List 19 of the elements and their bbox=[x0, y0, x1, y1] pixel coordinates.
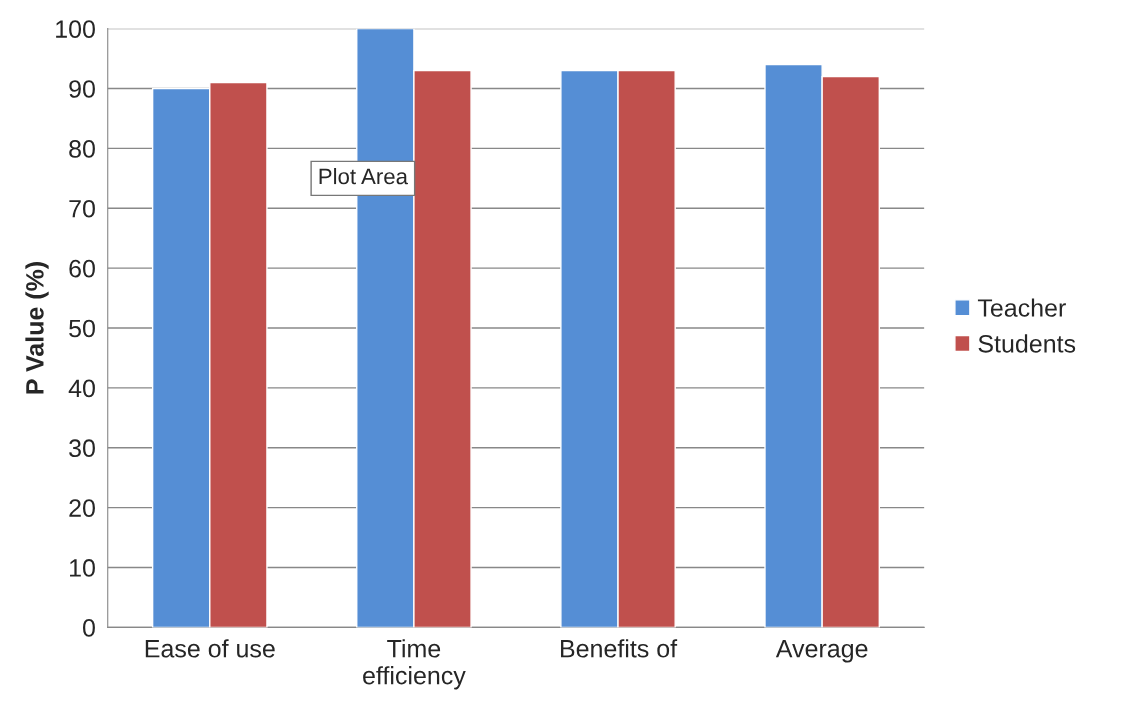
y-tick-label: 90 bbox=[69, 80, 95, 98]
x-tick-label: Ease of use bbox=[145, 639, 275, 658]
y-tick-label: 20 bbox=[69, 499, 95, 517]
legend-label: Students bbox=[978, 334, 1076, 353]
y-axis-title: P Value (%) bbox=[25, 262, 49, 394]
x-tick-label: Time efficiency bbox=[363, 639, 466, 690]
x-tick-label: Average bbox=[775, 640, 868, 663]
y-tick-label: 70 bbox=[69, 199, 95, 218]
y-tick-label: 10 bbox=[70, 559, 95, 577]
y-tick-label: 0 bbox=[83, 618, 95, 637]
legend-label: Teacher bbox=[977, 298, 1066, 317]
y-tick-label: 50 bbox=[69, 319, 95, 338]
y-tick-label: 80 bbox=[69, 140, 95, 158]
x-tick-label: Benefits of bbox=[561, 639, 678, 658]
annotation: Plot Area bbox=[319, 168, 408, 185]
y-tick-label: 60 bbox=[69, 259, 95, 278]
y-tick-label: 30 bbox=[69, 439, 95, 458]
y-tick-label: 40 bbox=[68, 379, 95, 398]
y-tick-label: 100 bbox=[56, 20, 95, 38]
